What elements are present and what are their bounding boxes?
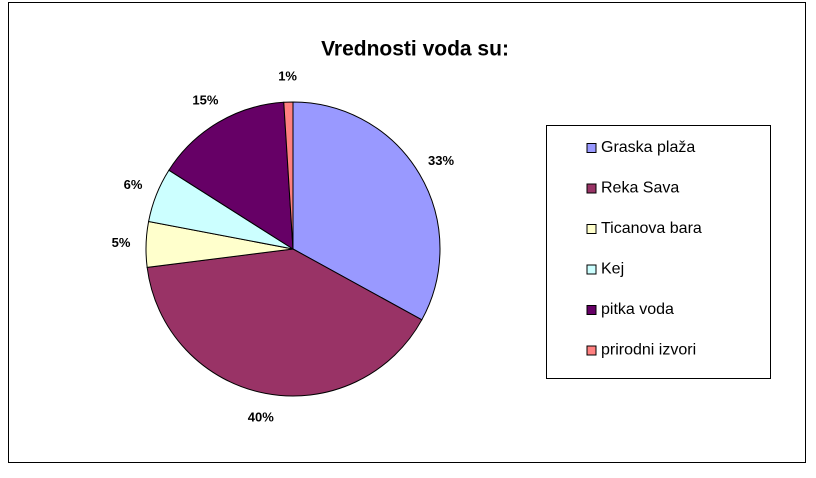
- legend-label: prirodni izvori: [601, 342, 696, 359]
- legend-box: [546, 125, 771, 379]
- legend-label: Kej: [601, 261, 624, 278]
- legend-label: pitka voda: [601, 301, 674, 318]
- pie-slice: [292, 101, 441, 321]
- pie-slice: [146, 248, 423, 397]
- pie-slice: [283, 101, 294, 250]
- legend-swatch: [586, 224, 597, 234]
- chart-title: Vrednosti voda su:: [321, 38, 509, 61]
- legend-label: Reka Sava: [601, 180, 679, 197]
- data-label: 40%: [248, 409, 274, 424]
- data-label: 6%: [124, 177, 143, 192]
- data-label: 5%: [112, 235, 131, 250]
- legend-label: Graska plaža: [601, 139, 695, 156]
- data-label: 1%: [278, 69, 297, 84]
- legend-swatch: [586, 264, 597, 275]
- legend-swatch: [586, 183, 597, 194]
- legend-swatch: [586, 305, 597, 315]
- data-label: 15%: [192, 92, 218, 107]
- data-label: 33%: [428, 153, 454, 168]
- legend-swatch: [586, 143, 597, 153]
- legend-label: Ticanova bara: [601, 220, 702, 237]
- legend-swatch: [586, 345, 597, 356]
- pie-slice: [168, 101, 294, 250]
